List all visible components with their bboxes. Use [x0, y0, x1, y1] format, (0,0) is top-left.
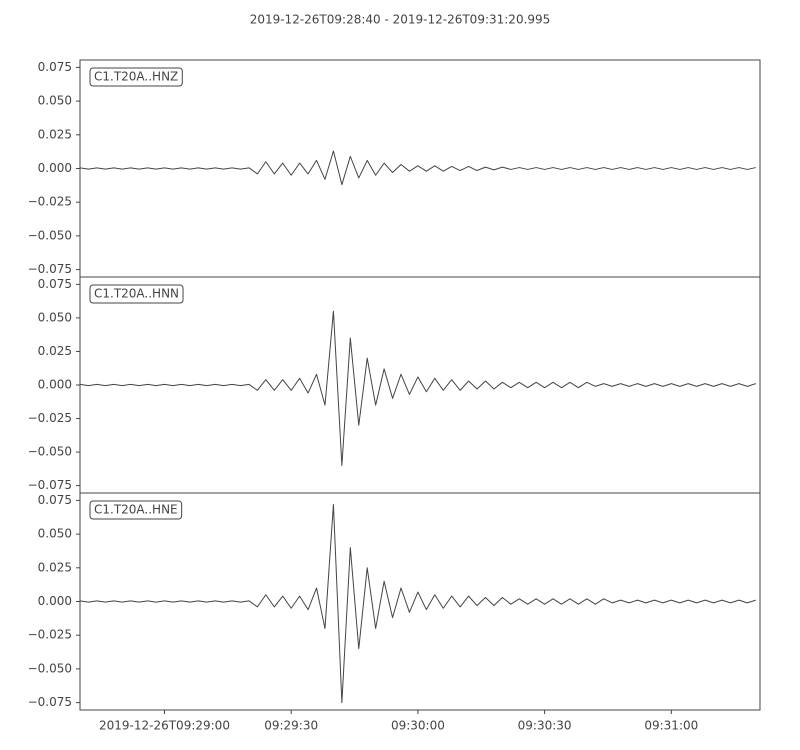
y-tick-label: 0.075	[38, 493, 72, 507]
y-tick-label: −0.075	[28, 262, 72, 276]
y-tick-label: −0.050	[28, 445, 72, 459]
chart-title: 2019-12-26T09:28:40 - 2019-12-26T09:31:2…	[250, 13, 551, 27]
y-tick-label: 0.050	[38, 310, 72, 324]
y-tick-label: 0.000	[38, 378, 72, 392]
y-tick-label: 0.075	[38, 277, 72, 291]
trace	[80, 150, 756, 186]
y-tick-label: 0.000	[38, 161, 72, 175]
plot-frame	[79, 492, 761, 711]
y-tick-label: 0.075	[38, 60, 72, 74]
y-tick-label: −0.025	[28, 411, 72, 425]
trace-label: C1.T20A..HNZ	[94, 70, 178, 84]
y-tick-label: −0.075	[28, 478, 72, 492]
y-tick-label: −0.025	[28, 195, 72, 209]
y-tick-label: 0.050	[38, 94, 72, 108]
trace-label: C1.T20A..HNE	[94, 503, 178, 517]
y-tick-label: 0.025	[38, 560, 72, 574]
trace-label-box	[89, 284, 184, 304]
y-tick-label: 0.000	[38, 594, 72, 608]
x-tick-label: 09:30:00	[391, 719, 445, 733]
x-tick-label: 09:30:30	[518, 719, 572, 733]
trace-label-box	[89, 67, 183, 87]
trace-label: C1.T20A..HNN	[94, 287, 179, 301]
y-tick-label: −0.050	[28, 228, 72, 242]
trace-label-box	[89, 500, 183, 520]
x-tick-label: 09:29:30	[264, 719, 318, 733]
y-tick-label: 0.025	[38, 127, 72, 141]
y-tick-label: −0.075	[28, 695, 72, 709]
trace	[80, 503, 756, 704]
y-tick-label: 0.050	[38, 527, 72, 541]
y-tick-label: −0.025	[28, 628, 72, 642]
trace	[80, 310, 756, 466]
x-tick-label: 2019-12-26T09:29:00	[99, 719, 230, 733]
y-tick-label: −0.050	[28, 661, 72, 675]
x-tick-label: 09:31:00	[644, 719, 698, 733]
y-tick-label: 0.025	[38, 344, 72, 358]
